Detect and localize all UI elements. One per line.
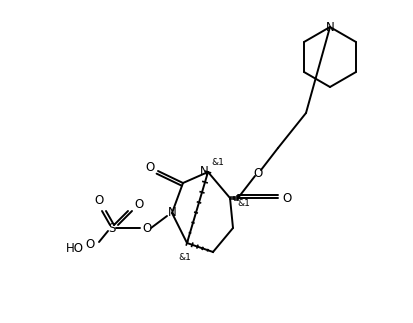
Text: O: O [85, 238, 95, 252]
Text: N: N [199, 164, 209, 178]
Text: O: O [253, 166, 263, 180]
Text: &1: &1 [178, 253, 192, 262]
Text: O: O [142, 222, 152, 234]
Text: O: O [282, 192, 292, 204]
Text: S: S [108, 222, 116, 234]
Text: O: O [95, 194, 104, 207]
Text: &1: &1 [211, 158, 224, 166]
Text: O: O [134, 199, 144, 212]
Text: O: O [145, 161, 154, 173]
Text: &1: &1 [237, 199, 250, 207]
Text: N: N [325, 20, 335, 34]
Text: N: N [168, 206, 176, 220]
Text: HO: HO [66, 242, 84, 255]
